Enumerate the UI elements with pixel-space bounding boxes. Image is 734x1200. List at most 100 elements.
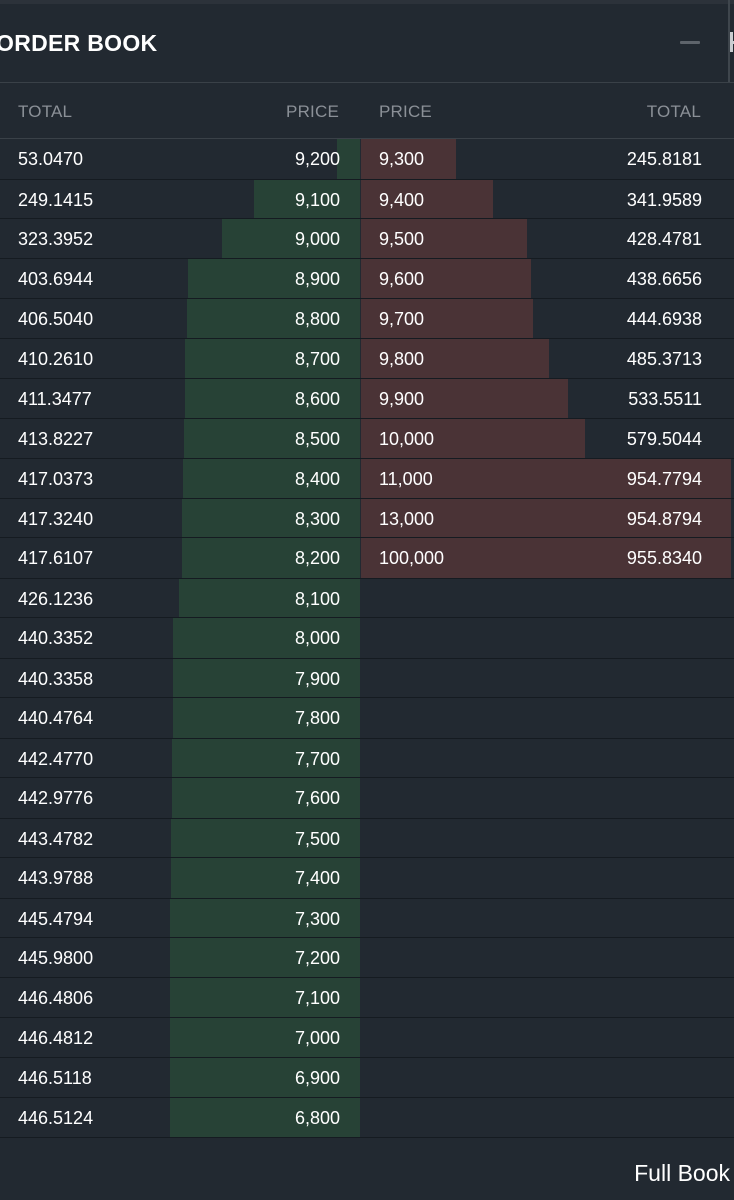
table-row[interactable]: 442.9776 7,600 (0, 778, 734, 819)
bid-price-cell: 8,800 (294, 308, 340, 329)
bid-price-cell: 7,900 (294, 668, 340, 689)
table-row[interactable]: 446.5124 6,800 (0, 1097, 734, 1139)
table-row[interactable]: 417.3240 8,300 13,000 954.8794 (0, 499, 734, 539)
bid-depth-bar (185, 378, 360, 419)
ask-price-cell: 9,900 (379, 388, 425, 409)
window-top-strip (0, 0, 734, 4)
bid-total-cell: 411.3477 (18, 388, 92, 409)
bid-depth-bar (173, 658, 360, 698)
ask-price-cell: 9,600 (379, 269, 425, 290)
table-row[interactable]: 440.4764 7,800 (0, 698, 734, 739)
ask-depth-bar (361, 298, 533, 339)
bid-depth-bar (171, 858, 360, 898)
table-row[interactable]: 406.5040 8,800 9,700 444.6938 (0, 298, 734, 340)
ask-price-cell: 11,000 (379, 468, 433, 489)
bid-total-cell: 417.3240 (18, 509, 94, 530)
bid-depth-bar (183, 458, 360, 499)
bid-depth-bar (179, 578, 360, 618)
table-row[interactable]: 410.2610 8,700 9,800 485.3713 (0, 339, 734, 379)
table-row[interactable]: 440.3352 8,000 (0, 618, 734, 659)
table-row[interactable]: 411.3477 8,600 9,900 533.5511 (0, 378, 734, 420)
full-book-link[interactable]: Full Book (634, 1160, 730, 1186)
bid-total-cell: 442.4770 (18, 748, 94, 769)
bid-depth-bar (182, 538, 360, 578)
ask-total-cell: 245.8181 (626, 149, 702, 169)
table-row[interactable]: 417.0373 8,400 11,000 954.7794 (0, 458, 734, 500)
bid-depth-bar (170, 978, 360, 1017)
header-divider (0, 82, 734, 83)
bid-price-cell: 8,900 (294, 269, 340, 290)
table-row[interactable]: 443.4782 7,500 (0, 818, 734, 859)
table-row[interactable]: 53.0470 9,200 9,300 245.8181 (0, 139, 734, 180)
bid-total-cell: 446.4806 (18, 988, 94, 1009)
ask-depth-bar (361, 259, 531, 298)
ask-price-cell: 100,000 (379, 548, 445, 569)
bid-price-cell: 7,300 (294, 908, 340, 929)
table-row[interactable]: 442.4770 7,700 (0, 738, 734, 779)
bid-price-cell: 7,700 (294, 748, 340, 769)
table-row[interactable]: 446.5118 6,900 (0, 1058, 734, 1098)
bid-price-cell: 7,800 (294, 708, 340, 729)
bid-price-cell: 8,500 (294, 429, 340, 450)
bid-depth-bar (170, 898, 360, 937)
table-row[interactable]: 323.3952 9,000 9,500 428.4781 (0, 218, 734, 260)
ask-price-cell: 9,700 (379, 308, 425, 329)
table-row[interactable]: 440.3358 7,900 (0, 658, 734, 699)
bid-price-cell: 7,500 (294, 828, 340, 849)
bid-depth-bar (170, 937, 360, 978)
ask-total-cell: 485.3713 (626, 349, 702, 370)
bid-total-cell: 442.9776 (18, 788, 94, 809)
bid-price-cell: 7,400 (294, 868, 340, 889)
table-row[interactable]: 413.8227 8,500 10,000 579.5044 (0, 419, 734, 459)
bid-price-cell: 7,000 (294, 1027, 340, 1048)
table-row[interactable]: 249.1415 9,100 9,400 341.9589 (0, 179, 734, 219)
bid-total-cell: 403.6944 (18, 269, 94, 290)
bid-depth-bar (172, 778, 360, 818)
panel-header: ORDER BOOK (0, 4, 734, 82)
ask-depth-bar (361, 339, 549, 378)
ask-price-cell: 9,400 (379, 189, 425, 210)
ask-total-cell: 341.9589 (626, 189, 702, 210)
bid-total-cell: 445.4794 (18, 908, 94, 929)
bid-depth-bar (170, 1058, 360, 1097)
ask-total-cell: 954.7794 (626, 468, 702, 489)
bid-price-cell: 8,200 (294, 548, 340, 569)
table-row[interactable]: 446.4812 7,000 (0, 1017, 734, 1059)
ask-depth-bar (361, 218, 527, 259)
ask-price-cell: 10,000 (379, 429, 435, 450)
bid-total-cell: 417.6107 (18, 548, 94, 569)
minimize-icon[interactable] (676, 26, 706, 58)
table-row[interactable]: 403.6944 8,900 9,600 438.6656 (0, 259, 734, 299)
bid-depth-bar (188, 259, 360, 298)
table-row[interactable]: 445.4794 7,300 (0, 898, 734, 938)
bid-price-cell: 9,000 (294, 228, 340, 249)
bid-price-cell: 7,200 (294, 947, 340, 968)
table-row[interactable]: 417.6107 8,200 100,000 955.8340 (0, 538, 734, 579)
ask-price-cell: 9,500 (379, 228, 425, 249)
bid-total-cell: 440.3352 (18, 628, 94, 649)
bid-depth-bar (254, 179, 360, 218)
bid-depth-bar (182, 499, 360, 538)
bid-price-cell: 8,700 (294, 349, 340, 370)
ask-total-column-header: TOTAL (646, 102, 701, 121)
bid-price-cell: 9,200 (294, 149, 340, 169)
bid-depth-bar (337, 139, 360, 179)
bid-depth-bar (222, 218, 360, 259)
bid-price-cell: 6,800 (294, 1107, 340, 1128)
table-row[interactable]: 426.1236 8,100 (0, 578, 734, 619)
bid-price-cell: 8,400 (294, 468, 340, 489)
table-row[interactable]: 446.4806 7,100 (0, 978, 734, 1018)
table-row[interactable]: 443.9788 7,400 (0, 858, 734, 899)
bid-price-cell: 8,300 (294, 509, 340, 530)
bid-depth-bar (173, 618, 360, 658)
ask-total-cell: 438.6656 (626, 269, 702, 290)
ask-depth-bar (361, 499, 731, 538)
ask-price-cell: 9,800 (379, 349, 425, 370)
bid-price-cell: 7,100 (294, 988, 340, 1009)
bid-price-cell: 8,100 (294, 588, 340, 609)
bid-depth-bar (184, 419, 360, 458)
bid-depth-bar (171, 818, 360, 858)
plus-icon[interactable] (722, 26, 734, 58)
table-row[interactable]: 445.9800 7,200 (0, 937, 734, 979)
bid-depth-bar (185, 339, 360, 378)
